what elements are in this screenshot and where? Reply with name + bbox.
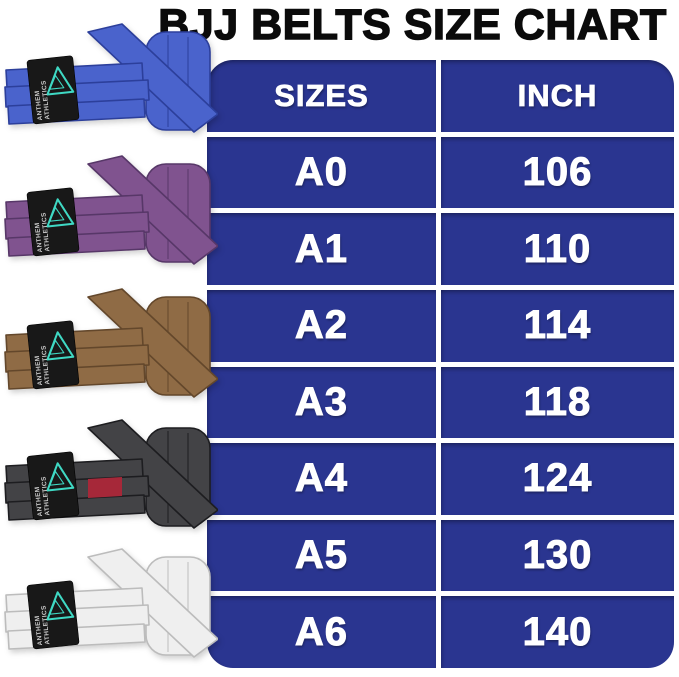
inch-cell-a6: 140 (441, 596, 674, 668)
size-cell-a4: A4 (207, 443, 436, 515)
size-cell-a6: A6 (207, 596, 436, 668)
belt-black-photo (0, 414, 218, 549)
inch-cell-a2: 114 (441, 289, 674, 362)
belt-white-photo (0, 543, 218, 677)
inch-cell-a1: 110 (441, 213, 674, 285)
inch-cell-a5: 130 (441, 519, 674, 592)
header-cell-sizes: SIZES (207, 60, 436, 132)
size-chart-table: SIZES INCH A0 106 A1 110 A2 114 A3 118 A… (207, 60, 674, 668)
size-cell-a0: A0 (207, 136, 436, 209)
belt-brown-photo (0, 283, 218, 418)
belt-purple-photo (0, 150, 218, 285)
inch-cell-a4: 124 (441, 443, 674, 515)
belt-blue-photo (0, 18, 218, 153)
size-cell-a1: A1 (207, 213, 436, 285)
size-cell-a5: A5 (207, 519, 436, 592)
size-cell-a3: A3 (207, 366, 436, 439)
header-cell-inch: INCH (441, 60, 674, 132)
size-cell-a2: A2 (207, 289, 436, 362)
page-title: BJJ BELTS SIZE CHART (158, 0, 667, 49)
inch-cell-a3: 118 (441, 366, 674, 439)
inch-cell-a0: 106 (441, 136, 674, 209)
